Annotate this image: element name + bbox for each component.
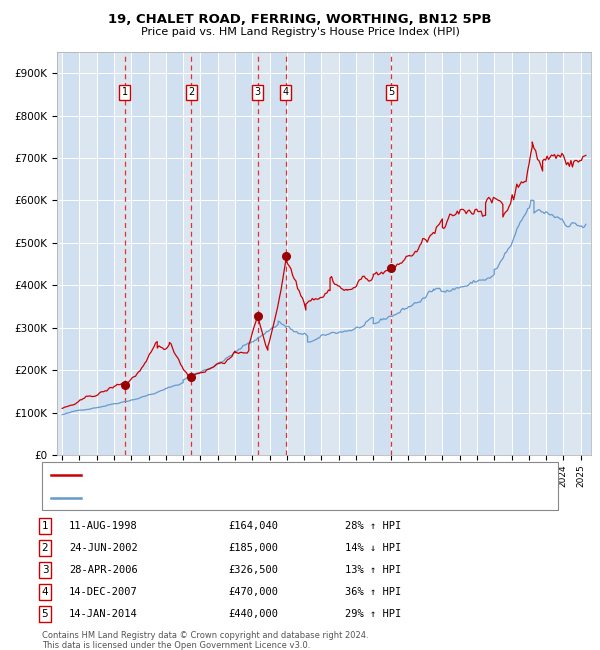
- Text: 11-AUG-1998: 11-AUG-1998: [69, 521, 138, 531]
- Bar: [338, 52, 356, 455]
- Text: 4: 4: [41, 587, 49, 597]
- Text: 5: 5: [41, 609, 49, 619]
- Text: 14-DEC-2007: 14-DEC-2007: [69, 587, 138, 597]
- Text: 28-APR-2006: 28-APR-2006: [69, 565, 138, 575]
- Text: 14-JAN-2014: 14-JAN-2014: [69, 609, 138, 619]
- Text: 24-JUN-2002: 24-JUN-2002: [69, 543, 138, 553]
- Bar: [546, 52, 563, 455]
- Bar: [477, 52, 494, 455]
- Text: 29% ↑ HPI: 29% ↑ HPI: [345, 609, 401, 619]
- Bar: [442, 52, 460, 455]
- Text: 1: 1: [122, 87, 128, 98]
- Bar: [62, 52, 79, 455]
- Text: 28% ↑ HPI: 28% ↑ HPI: [345, 521, 401, 531]
- Bar: [373, 52, 391, 455]
- Text: 1: 1: [41, 521, 49, 531]
- Bar: [235, 52, 252, 455]
- Bar: [512, 52, 529, 455]
- Bar: [200, 52, 218, 455]
- Bar: [97, 52, 114, 455]
- Text: 5: 5: [388, 87, 394, 98]
- Bar: [304, 52, 322, 455]
- Text: £470,000: £470,000: [228, 587, 278, 597]
- Bar: [581, 52, 598, 455]
- Text: £164,040: £164,040: [228, 521, 278, 531]
- Text: £440,000: £440,000: [228, 609, 278, 619]
- Text: Contains HM Land Registry data © Crown copyright and database right 2024.
This d: Contains HM Land Registry data © Crown c…: [42, 630, 368, 650]
- Text: Price paid vs. HM Land Registry's House Price Index (HPI): Price paid vs. HM Land Registry's House …: [140, 27, 460, 37]
- Text: 2: 2: [188, 87, 194, 98]
- Bar: [131, 52, 149, 455]
- Bar: [269, 52, 287, 455]
- Text: 2: 2: [41, 543, 49, 553]
- Bar: [166, 52, 183, 455]
- Text: £185,000: £185,000: [228, 543, 278, 553]
- Text: 3: 3: [255, 87, 261, 98]
- Text: 19, CHALET ROAD, FERRING, WORTHING, BN12 5PB (detached house): 19, CHALET ROAD, FERRING, WORTHING, BN12…: [87, 470, 430, 480]
- Text: 4: 4: [283, 87, 289, 98]
- Text: 13% ↑ HPI: 13% ↑ HPI: [345, 565, 401, 575]
- Text: £326,500: £326,500: [228, 565, 278, 575]
- Text: 19, CHALET ROAD, FERRING, WORTHING, BN12 5PB: 19, CHALET ROAD, FERRING, WORTHING, BN12…: [108, 13, 492, 26]
- Text: 14% ↓ HPI: 14% ↓ HPI: [345, 543, 401, 553]
- Bar: [408, 52, 425, 455]
- Text: 3: 3: [41, 565, 49, 575]
- Text: 36% ↑ HPI: 36% ↑ HPI: [345, 587, 401, 597]
- Text: HPI: Average price, detached house, Arun: HPI: Average price, detached house, Arun: [87, 493, 291, 503]
